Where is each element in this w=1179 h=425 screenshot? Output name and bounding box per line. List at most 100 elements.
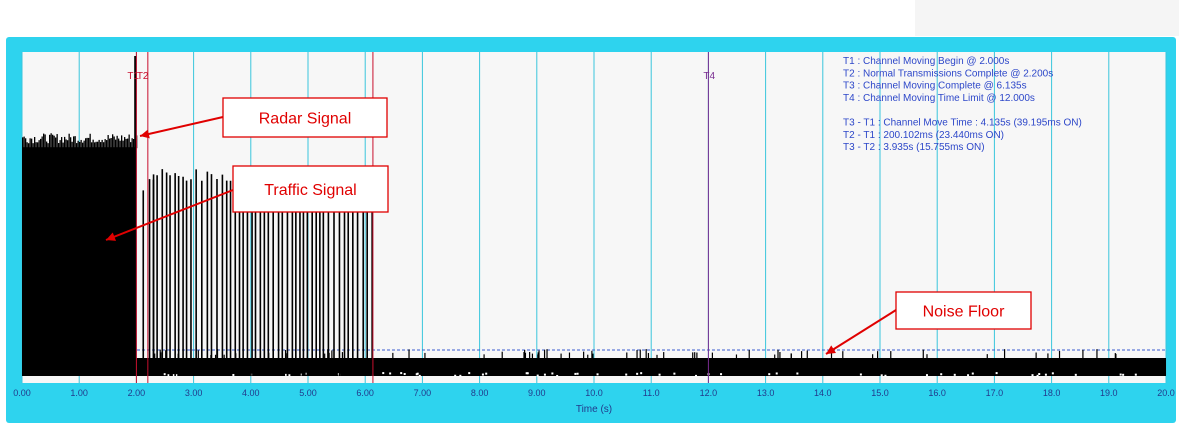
noise-spike [392,352,394,358]
traffic-dense-spike [131,138,133,149]
traffic-dense-spike [46,141,48,149]
noise-floor-band [22,358,1166,376]
callout-arrow-noise [825,309,897,355]
x-tick-label-9: 9.00 [528,388,546,398]
noise-gap [971,372,974,375]
callout-arrowhead-traffic [106,232,117,241]
traffic-dense-spike [68,133,70,149]
x-tick-label-7: 7.00 [414,388,432,398]
x-tick-label-3: 3.00 [185,388,203,398]
traffic-dense-spike [95,141,97,149]
traffic-dense-spike [22,137,24,149]
traffic-dense-spike [94,142,96,149]
x-tick-label-20: 20.0 [1157,388,1175,398]
x-tick-label-19: 19.0 [1100,388,1118,398]
noise-spike [636,350,638,358]
noise-spike [591,350,593,358]
noise-gap [416,372,419,375]
callout-box-noise [895,291,1032,330]
traffic-dense-spike [43,133,45,149]
traffic-dense-spike [41,136,43,149]
noise-spike [877,351,879,358]
top-strip-shade [915,0,1179,36]
noise-spike [922,349,924,358]
noise-spike [592,353,594,358]
traffic-dense-spike [56,134,58,149]
noise-spike [663,352,665,358]
traffic-dense-spike [89,133,91,149]
traffic-dense-spike [61,137,63,149]
noise-gap [925,374,928,377]
noise-spike [543,349,546,358]
traffic-dense-spike [50,133,52,149]
traffic-dense-spike [82,142,84,149]
noise-spike [774,354,776,358]
noise-spike [1082,349,1084,358]
noise-spike [1114,353,1116,358]
noise-spike [538,350,540,358]
noise-spike [694,352,696,358]
traffic-dense-spike [25,138,27,149]
traffic-dense-spike [92,139,94,149]
noise-gap [1031,374,1034,377]
traffic-dense-spike [73,136,75,149]
noise-spike [483,354,485,358]
noise-spike [711,352,713,358]
noise-gap [285,373,288,376]
noise-spike [790,353,792,358]
noise-spike [639,349,641,358]
noise-gap [967,374,970,377]
noise-spike [842,351,844,358]
traffic-dense-spike [70,137,72,149]
noise-gap [859,373,862,376]
traffic-dense-spike [121,135,123,149]
traffic-dense-spike [88,137,90,149]
x-tick-label-12: 12.0 [700,388,718,398]
noise-gap [232,373,235,376]
noise-spike [408,349,410,358]
traffic-dense-spike [53,135,55,149]
noise-spike [986,354,988,358]
callout-arrow-traffic [105,189,234,241]
traffic-dense-spike [62,142,64,149]
noise-spike [546,349,548,358]
x-tick-label-17: 17.0 [986,388,1004,398]
noise-gap [574,372,577,375]
traffic-dense-spike [83,140,85,149]
traffic-dense-spike [128,134,130,149]
traffic-dense-spike [124,137,126,149]
noise-spike [806,350,808,358]
traffic-dense-spike [112,134,114,149]
noise-gap [1051,372,1054,375]
noise-gap [775,372,778,375]
marker-label-t4: T4 [703,71,715,82]
traffic-dense-spike [71,141,73,149]
noise-gap [536,374,539,377]
traffic-dense-spike [106,140,108,149]
traffic-dense-spike [23,136,25,149]
traffic-dense-spike [67,140,69,149]
x-tick-label-11: 11.0 [643,388,660,398]
noise-gap [400,372,403,375]
noise-gap [768,373,771,376]
traffic-dense-spike [97,141,99,149]
traffic-dense-spike [79,141,81,149]
x-tick-label-15: 15.0 [871,388,889,398]
traffic-dense-spike [44,134,46,149]
traffic-dense-spike [28,143,30,149]
noise-gap [459,374,462,377]
noise-gap [1122,373,1125,376]
noise-spike [748,350,750,358]
traffic-dense-spike [59,140,61,149]
info-line-5: T3 - T1 : Channel Move Time : 4.135s (39… [843,118,1082,129]
noise-spike [1058,350,1061,358]
noise-spike [529,351,531,358]
noise-spike [779,352,781,358]
x-tick-label-2: 2.00 [128,388,146,398]
x-tick-label-16: 16.0 [928,388,946,398]
noise-spike [777,349,779,358]
info-line-1: T2 : Normal Transmissions Complete @ 2.2… [843,68,1053,79]
noise-spike [223,354,225,358]
x-tick-label-0: 0.00 [13,388,31,398]
